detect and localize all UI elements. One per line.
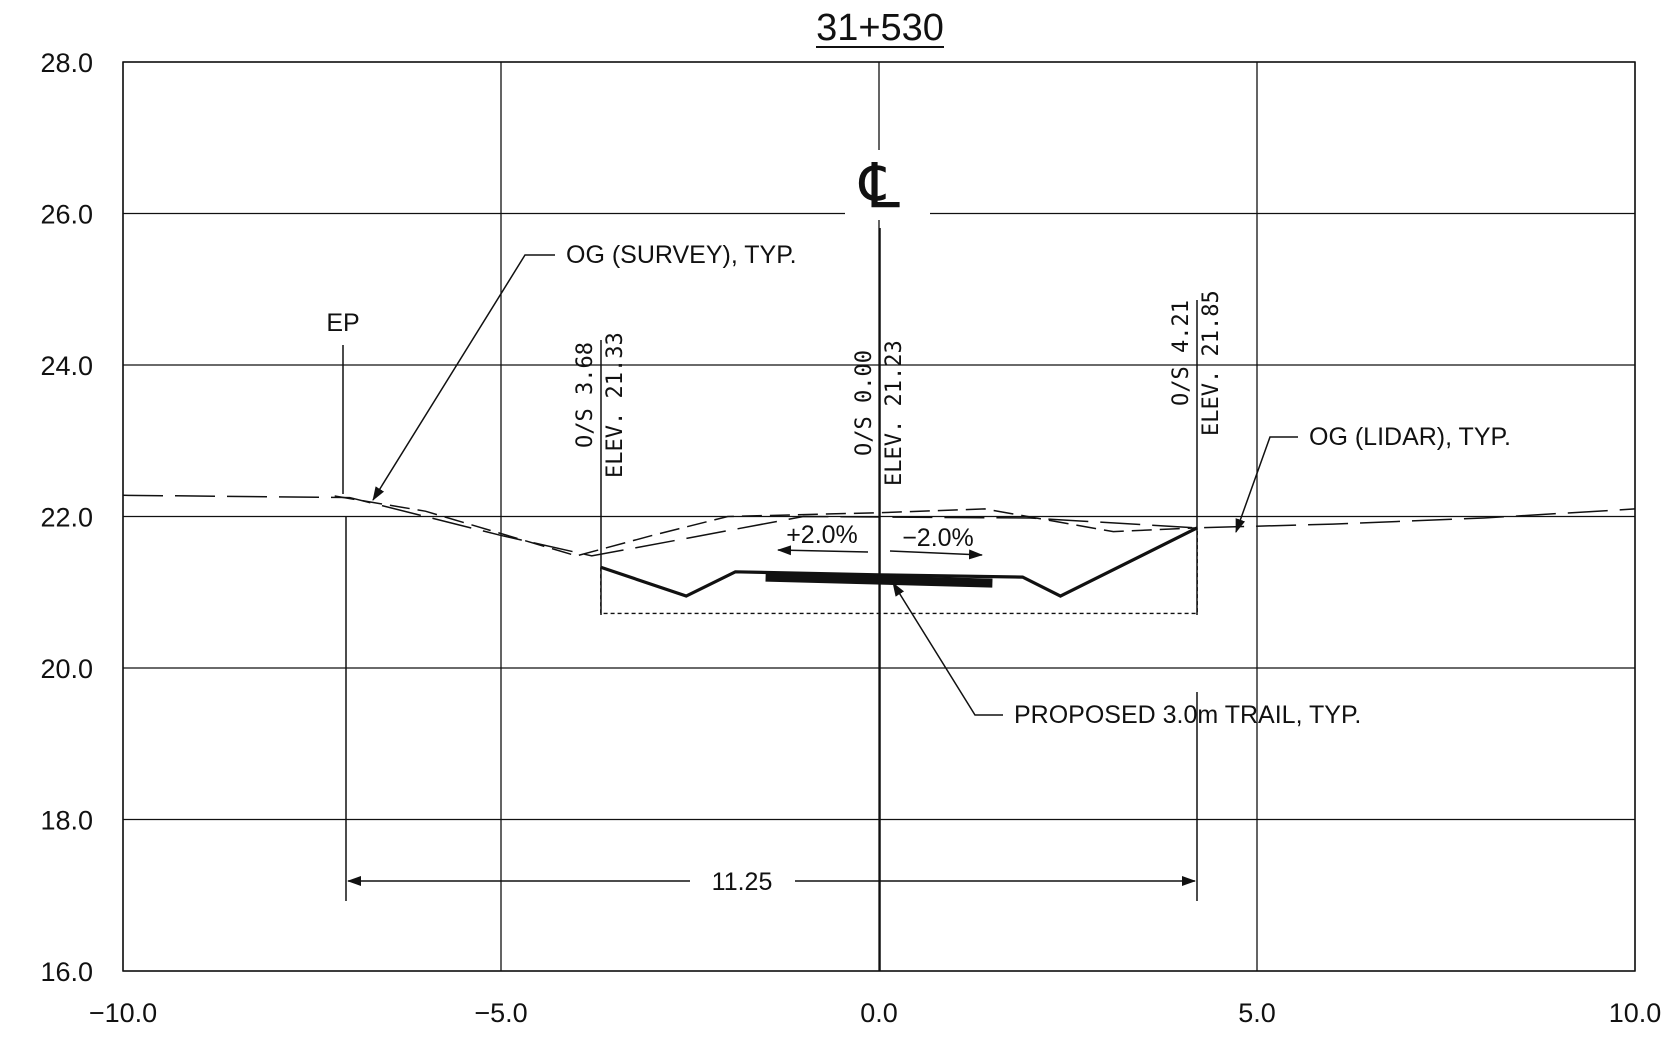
y-tick-label: 24.0 bbox=[40, 351, 93, 381]
slope-left-label: +2.0% bbox=[786, 521, 858, 549]
x-tick-label: 5.0 bbox=[1238, 998, 1276, 1028]
plot-frame bbox=[122, 61, 1636, 972]
offset-callout-left: O/S 3.68 ELEV. 21.33 bbox=[573, 332, 628, 615]
offset-center-os: O/S 0.00 bbox=[852, 350, 877, 456]
trail-label: PROPOSED 3.0m TRAIL, TYP. bbox=[1014, 701, 1361, 729]
x-tick-label: 0.0 bbox=[860, 998, 898, 1028]
offset-right-elev: ELEV. 21.85 bbox=[1199, 290, 1224, 436]
x-tick-label: 10.0 bbox=[1609, 998, 1662, 1028]
slope-left-arrow bbox=[777, 545, 869, 556]
og-survey-line bbox=[334, 495, 1197, 557]
x-tick-label: −10.0 bbox=[89, 998, 157, 1028]
centerline-mask bbox=[845, 150, 930, 220]
centerline-symbol: ℄ bbox=[858, 152, 900, 221]
trail-surface bbox=[765, 572, 993, 588]
x-tick-label: −5.0 bbox=[474, 998, 527, 1028]
y-tick-label: 16.0 bbox=[40, 957, 93, 987]
y-tick-label: 22.0 bbox=[40, 503, 93, 533]
trail-leader bbox=[892, 582, 1003, 716]
offset-right-os: O/S 4.21 bbox=[1169, 300, 1194, 406]
offset-callout-center: O/S 0.00 ELEV. 21.23 bbox=[852, 340, 907, 486]
og-lidar-line bbox=[122, 494, 1636, 557]
dimension-label: 11.25 bbox=[712, 868, 773, 896]
slope-right-arrow bbox=[889, 549, 983, 560]
offset-left-elev: ELEV. 21.33 bbox=[603, 332, 628, 478]
y-tick-label: 28.0 bbox=[40, 48, 93, 78]
x-tick-labels: −10.0 −5.0 0.0 5.0 10.0 bbox=[89, 998, 1661, 1028]
y-tick-label: 20.0 bbox=[40, 654, 93, 684]
offset-left-os: O/S 3.68 bbox=[573, 342, 598, 448]
og-lidar-leader bbox=[1235, 436, 1298, 533]
og-survey-label: OG (SURVEY), TYP. bbox=[566, 241, 797, 269]
og-survey-leader bbox=[372, 254, 555, 501]
og-lidar-label: OG (LIDAR), TYP. bbox=[1309, 423, 1511, 451]
slope-right-label: −2.0% bbox=[902, 524, 974, 552]
proposed-trail-line bbox=[600, 526, 1198, 598]
y-tick-label: 26.0 bbox=[40, 200, 93, 230]
offset-callout-right: O/S 4.21 ELEV. 21.85 bbox=[1169, 290, 1224, 615]
chart-title: 31+530 bbox=[816, 7, 944, 49]
ep-label: EP bbox=[326, 309, 359, 337]
offset-center-elev: ELEV. 21.23 bbox=[882, 340, 907, 486]
y-tick-label: 18.0 bbox=[40, 806, 93, 836]
y-tick-labels: 16.0 18.0 20.0 22.0 24.0 26.0 28.0 bbox=[40, 48, 93, 987]
